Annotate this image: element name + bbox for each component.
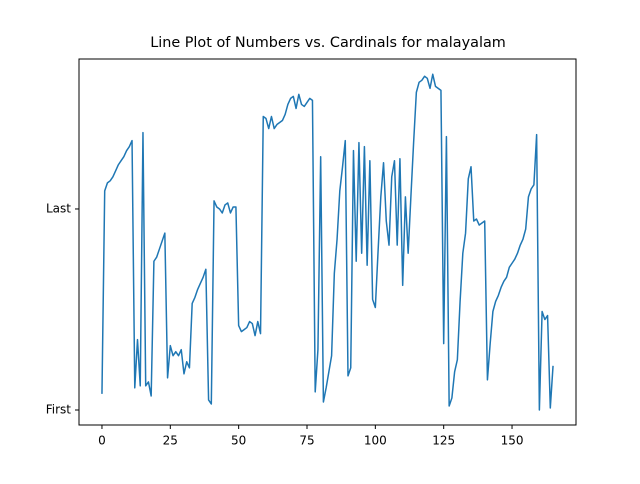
x-tick-label: 25 <box>163 434 178 448</box>
chart-title: Line Plot of Numbers vs. Cardinals for m… <box>150 35 506 51</box>
x-tick-label: 100 <box>364 434 387 448</box>
data-line <box>101 73 554 411</box>
y-tick-label: First <box>46 403 72 417</box>
x-tick-label: 0 <box>98 434 106 448</box>
y-tick-label: Last <box>46 201 71 215</box>
x-tick-label: 50 <box>231 434 246 448</box>
x-tick-label: 150 <box>501 434 524 448</box>
x-tick-label: 125 <box>432 434 455 448</box>
plot-frame <box>78 58 577 426</box>
x-tick-label: 75 <box>299 434 314 448</box>
